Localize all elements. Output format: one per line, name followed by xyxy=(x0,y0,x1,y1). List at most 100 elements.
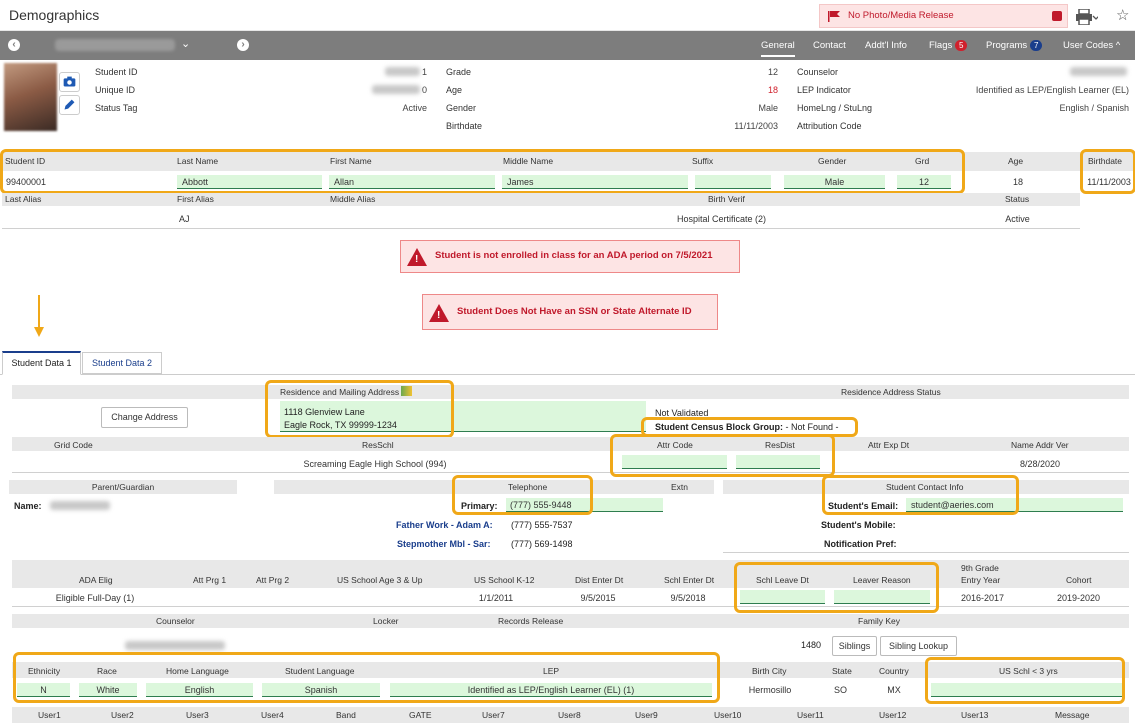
suffix-input[interactable] xyxy=(695,175,771,189)
camera-icon[interactable] xyxy=(59,72,80,92)
sibling-lookup-button[interactable]: Sibling Lookup xyxy=(880,636,957,656)
tab-user-codes[interactable]: User Codes ^ xyxy=(1063,40,1121,51)
header-res-schl: ResSchl xyxy=(362,440,394,450)
ethnicity-input[interactable]: N xyxy=(17,683,70,697)
census-value: - Not Found - xyxy=(785,422,839,432)
map-icon[interactable] xyxy=(401,386,412,396)
middle-name-input[interactable]: James xyxy=(502,175,688,189)
ada-elig-field[interactable]: Eligible Full-Day (1) xyxy=(55,593,135,603)
schl-enter-dt-field[interactable]: 9/5/2018 xyxy=(670,593,706,603)
telephone-highlight xyxy=(452,475,593,515)
header-gate: GATE xyxy=(409,710,432,720)
stepmother-mobile-label[interactable]: Stepmother Mbl - Sar: xyxy=(397,539,491,549)
favorite-star-icon[interactable]: ☆ xyxy=(1116,7,1130,24)
state-field[interactable]: SO xyxy=(833,685,847,695)
birthdate-field[interactable]: 11/11/2003 xyxy=(1087,177,1131,187)
attr-code-input[interactable] xyxy=(622,455,727,469)
gender-input[interactable]: Male xyxy=(784,175,885,189)
header-birth-verif: Birth Verif xyxy=(708,194,745,204)
address-header: Residence and Mailing Address xyxy=(280,387,400,397)
lang-header-row xyxy=(12,662,1129,678)
print-icon[interactable] xyxy=(1076,9,1098,25)
age-value: 18 xyxy=(767,85,778,95)
unique-id-redacted xyxy=(372,85,420,94)
header-race: Race xyxy=(97,666,117,676)
previous-student-icon[interactable]: ‹ xyxy=(8,39,20,51)
header-att-prg-2: Att Prg 2 xyxy=(256,575,290,585)
tab-flags[interactable]: Flags 5 xyxy=(929,40,968,51)
alias-header-row xyxy=(2,193,1080,206)
header-first-alias: First Alias xyxy=(177,194,214,204)
header-user12: User12 xyxy=(879,710,907,720)
unique-id-value: 0 xyxy=(421,85,427,95)
last-name-input[interactable]: Abbott xyxy=(177,175,322,189)
header-student-id: Student ID xyxy=(5,156,46,166)
first-name-input[interactable]: Allan xyxy=(329,175,495,189)
birth-verif-field[interactable]: Hospital Certificate (2) xyxy=(676,214,767,224)
race-input[interactable]: White xyxy=(79,683,137,697)
address-status-header: Residence Address Status xyxy=(841,387,941,397)
home-student-language-value: English / Spanish xyxy=(1059,103,1129,113)
first-alias-field[interactable]: AJ xyxy=(179,214,190,224)
tab-programs[interactable]: Programs 7 xyxy=(986,40,1043,51)
subtab-student-data-1[interactable]: Student Data 1 xyxy=(2,351,81,375)
status-tag-label: Status Tag xyxy=(95,103,138,113)
page-title: Demographics xyxy=(9,7,100,23)
attr-code-highlight xyxy=(610,434,835,477)
subtab-student-data-2[interactable]: Student Data 2 xyxy=(82,352,162,374)
counselor-redacted xyxy=(1070,67,1127,76)
student-nav-bar: ‹ ⌄ › General Contact Addt'l Info Flags 5… xyxy=(0,31,1135,60)
tab-addtl-info[interactable]: Addt'l Info xyxy=(865,40,907,51)
change-address-button[interactable]: Change Address xyxy=(101,407,188,428)
edit-flag-icon[interactable] xyxy=(1052,11,1062,21)
us-school-k12-field[interactable]: 1/1/2011 xyxy=(478,593,514,603)
header-user3: User3 xyxy=(186,710,209,720)
stepmother-mobile-phone: (777) 569-1498 xyxy=(511,539,573,549)
basic-header-row xyxy=(2,152,1135,171)
header-user2: User2 xyxy=(111,710,134,720)
grade-input[interactable]: 12 xyxy=(897,175,951,189)
photo-release-flag[interactable]: No Photo/Media Release xyxy=(819,4,1068,28)
age-field: 18 xyxy=(1012,177,1023,187)
birthdate-value: 11/11/2003 xyxy=(734,121,778,131)
lep-input[interactable]: Identified as LEP/English Learner (EL) (… xyxy=(390,683,712,697)
header-birth-city: Birth City xyxy=(752,666,787,676)
student-id-field[interactable]: 99400001 xyxy=(6,177,47,187)
header-lep: LEP xyxy=(543,666,560,676)
cohort-field[interactable]: 2019-2020 xyxy=(1056,593,1101,603)
chevron-down-icon[interactable]: ⌄ xyxy=(181,38,191,50)
header-middle-alias: Middle Alias xyxy=(330,194,376,204)
tab-general[interactable]: General xyxy=(761,40,795,57)
leaver-reason-input[interactable] xyxy=(834,590,930,604)
schl-leave-dt-input[interactable] xyxy=(740,590,825,604)
ada-period-error-text: Student is not enrolled in class for an … xyxy=(435,250,713,261)
birthdate-highlight xyxy=(1080,149,1135,194)
telephone-header-row xyxy=(274,480,714,494)
next-student-icon[interactable]: › xyxy=(237,39,249,51)
res-schl-field[interactable]: Screaming Eagle High School (994) xyxy=(303,459,447,469)
res-dist-input[interactable] xyxy=(736,455,820,469)
student-name-selector[interactable] xyxy=(55,39,175,51)
us-schl-3yrs-input[interactable] xyxy=(931,683,1122,697)
birth-city-field[interactable]: Hermosillo xyxy=(748,685,792,695)
entry-year-field[interactable]: 2016-2017 xyxy=(960,593,1005,603)
country-field[interactable]: MX xyxy=(887,685,901,695)
grade-value: 12 xyxy=(767,67,778,77)
tab-contact[interactable]: Contact xyxy=(813,40,846,51)
header-schl-leave-dt: Schl Leave Dt xyxy=(756,575,809,585)
primary-phone-input[interactable]: (777) 555-9448 xyxy=(506,498,663,512)
father-work-label[interactable]: Father Work - Adam A: xyxy=(396,520,493,530)
edit-photo-icon[interactable] xyxy=(59,95,80,115)
dist-enter-dt-field[interactable]: 9/5/2015 xyxy=(580,593,616,603)
basic-info-highlight xyxy=(0,149,965,194)
header-user4: User4 xyxy=(261,710,284,720)
header-ethnicity: Ethnicity xyxy=(28,666,61,676)
home-language-input[interactable]: English xyxy=(146,683,253,697)
student-language-input[interactable]: Spanish xyxy=(262,683,380,697)
tab-programs-label: Programs xyxy=(986,40,1028,51)
counselor-label: Counselor xyxy=(797,67,839,77)
siblings-button[interactable]: Siblings xyxy=(832,636,877,656)
address-input[interactable]: 1118 Glenview Lane Eagle Rock, TX 99999-… xyxy=(280,401,646,432)
ada-divider xyxy=(12,606,1129,607)
student-id-redacted xyxy=(385,67,420,76)
